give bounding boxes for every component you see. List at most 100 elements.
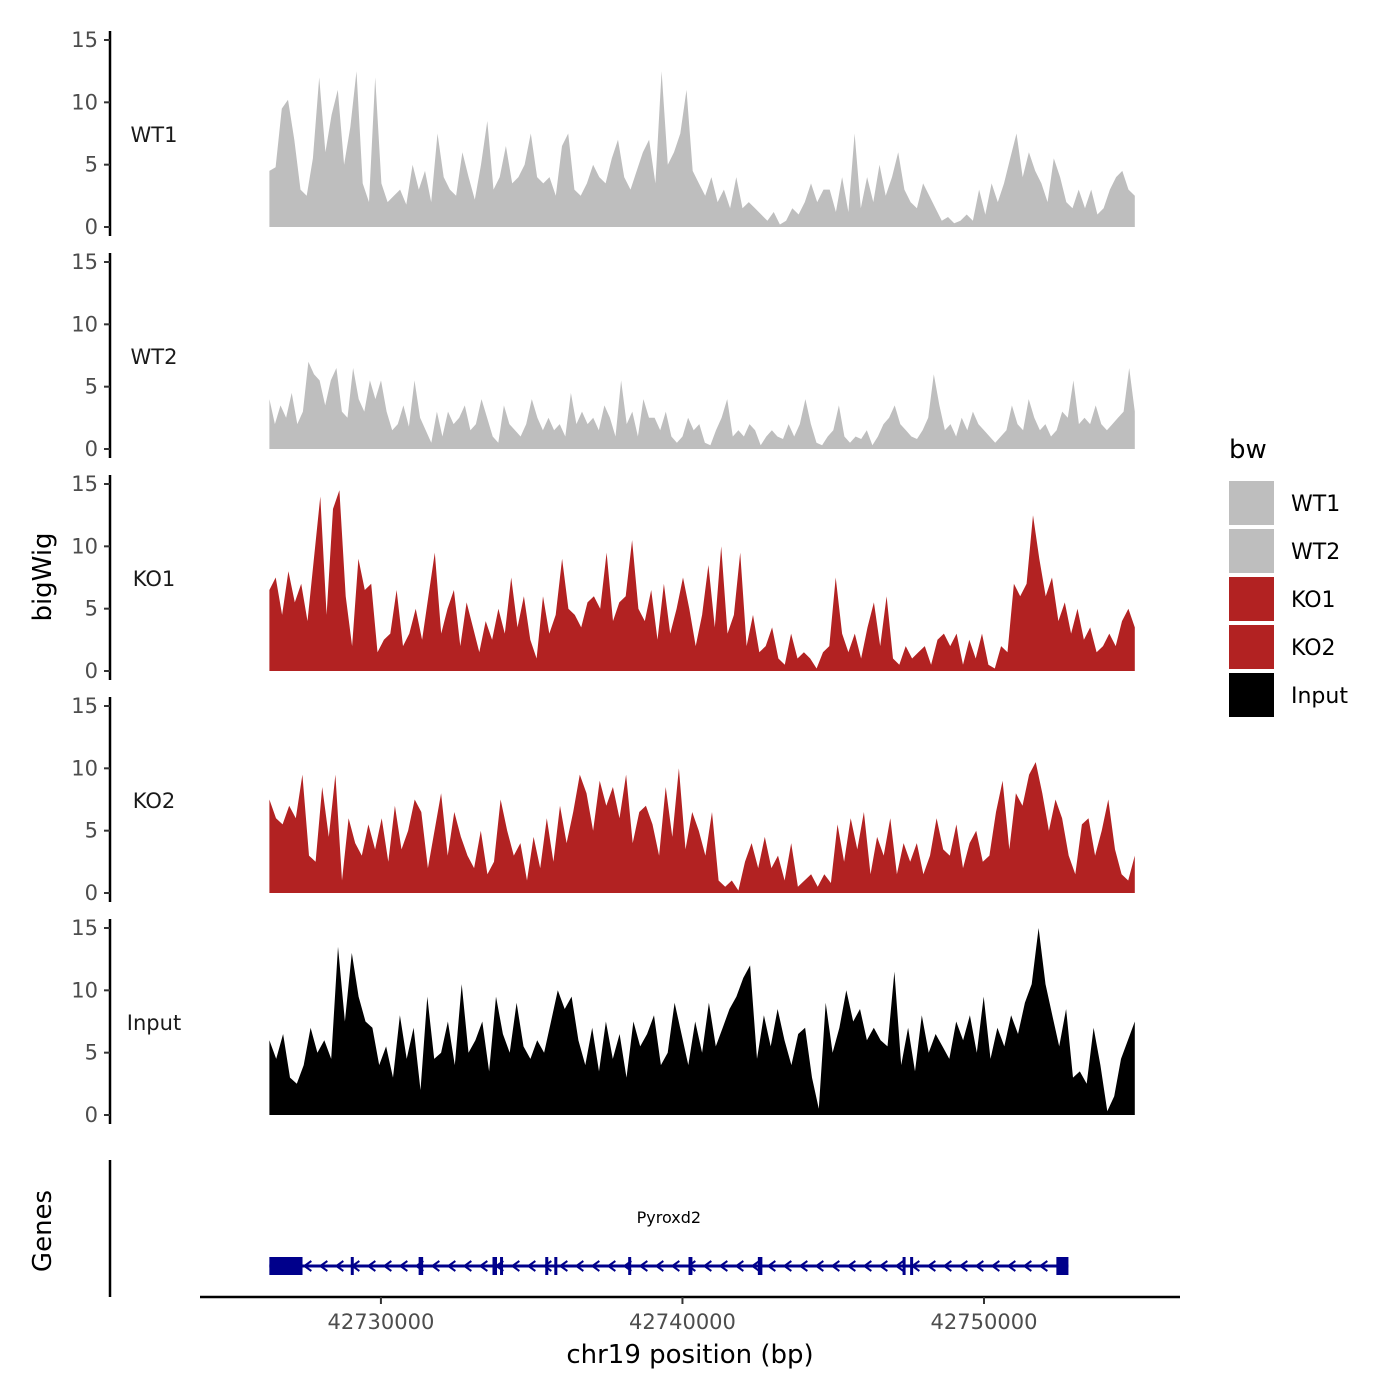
strand-arrow [862, 1260, 872, 1272]
y-tick-label: 0 [85, 881, 98, 905]
track-panels: 0 5 10 15 WT1 0 5 10 15 WT2 0 5 10 15 KO1 0 5 10 15 KO2 0 5 10… [71, 28, 1135, 1127]
track-label-ko2: KO2 [133, 789, 176, 813]
x-tick-label: 42750000 [931, 1310, 1038, 1334]
y-tick-label: 15 [71, 472, 98, 496]
y-tick-label: 10 [71, 90, 98, 114]
track-label-wt2: WT2 [131, 345, 178, 369]
genes-track: Genes Pyroxd2 [28, 1160, 1069, 1297]
y-tick-label: 15 [71, 28, 98, 52]
legend-label: KO1 [1291, 588, 1336, 613]
strand-arrow [510, 1260, 520, 1272]
strand-arrow [942, 1260, 952, 1272]
strand-arrow [958, 1260, 968, 1272]
legend-label: WT2 [1291, 540, 1340, 565]
x-tick-label: 42730000 [327, 1310, 434, 1334]
legend-entry-wt1: WT1 [1229, 481, 1340, 525]
gene-exon [554, 1257, 558, 1275]
legend-entry-ko2: KO2 [1229, 625, 1336, 669]
strand-arrow [366, 1260, 376, 1272]
strand-arrow [542, 1260, 552, 1272]
strand-arrow [974, 1260, 984, 1272]
strand-arrow [654, 1260, 664, 1272]
strand-arrow [318, 1260, 328, 1272]
legend-label: Input [1291, 684, 1348, 709]
legend-title: bw [1229, 435, 1267, 465]
y-tick-label: 15 [71, 694, 98, 718]
coverage-area-ko1 [269, 490, 1135, 671]
track-input: 0 5 10 15 Input [71, 916, 1135, 1127]
legend: bw WT1 WT2 KO1 KO2 Input [1229, 435, 1348, 717]
x-tick-label: 42740000 [629, 1310, 736, 1334]
gene-exon [492, 1257, 498, 1275]
coverage-area-wt2 [269, 361, 1135, 449]
strand-arrow [734, 1260, 744, 1272]
track-label-input: Input [127, 1011, 181, 1035]
y-tick-label: 5 [85, 153, 98, 177]
strand-arrow [1022, 1260, 1032, 1272]
strand-arrow [798, 1260, 808, 1272]
strand-arrow [814, 1260, 824, 1272]
strand-arrow [382, 1260, 392, 1272]
legend-entry-ko1: KO1 [1229, 577, 1336, 621]
legend-swatch [1229, 625, 1274, 669]
coverage-area-ko2 [269, 762, 1135, 893]
strand-arrow [878, 1260, 888, 1272]
gene-exon [757, 1257, 763, 1275]
legend-entry-wt2: WT2 [1229, 529, 1340, 573]
gene-exon [910, 1257, 914, 1275]
y-tick-label: 5 [85, 819, 98, 843]
gene-exon [902, 1257, 906, 1275]
strand-arrow [702, 1260, 712, 1272]
x-axis: chr19 position (bp) 42730000 42740000 4275… [200, 1295, 1180, 1370]
strand-arrow [638, 1260, 648, 1272]
y-tick-label: 15 [71, 916, 98, 940]
strand-arrow [670, 1260, 680, 1272]
gene-exon [628, 1257, 632, 1275]
gene-exon [688, 1257, 693, 1275]
strand-arrow [782, 1260, 792, 1272]
strand-arrow [830, 1260, 840, 1272]
strand-arrow [590, 1260, 600, 1272]
track-wt2: 0 5 10 15 WT2 [71, 250, 1135, 461]
gene-exon [269, 1257, 303, 1275]
coverage-area-wt1 [269, 71, 1135, 227]
strand-arrow [334, 1260, 344, 1272]
track-ko2: 0 5 10 15 KO2 [71, 694, 1135, 905]
strand-arrow [430, 1260, 440, 1272]
track-label-ko1: KO1 [133, 567, 176, 591]
strand-arrow [846, 1260, 856, 1272]
strand-arrow [990, 1260, 1000, 1272]
y-axis-title: bigWig [28, 532, 58, 621]
legend-label: WT1 [1291, 492, 1340, 517]
genes-track-title: Genes [28, 1190, 58, 1272]
strand-arrow [606, 1260, 616, 1272]
y-tick-label: 0 [85, 215, 98, 239]
strand-arrow [302, 1260, 312, 1272]
coverage-area-input [269, 928, 1135, 1115]
gene-exon [350, 1257, 354, 1275]
gene-pyroxd2: Pyroxd2 [269, 1208, 1069, 1275]
strand-arrow [462, 1260, 472, 1272]
strand-arrow [398, 1260, 408, 1272]
y-tick-label: 5 [85, 375, 98, 399]
strand-arrow [926, 1260, 936, 1272]
strand-arrow [766, 1260, 776, 1272]
gene-exon [500, 1257, 504, 1275]
y-tick-label: 0 [85, 437, 98, 461]
y-tick-label: 15 [71, 250, 98, 274]
strand-arrow [894, 1260, 904, 1272]
strand-arrow [446, 1260, 456, 1272]
gene-exon [545, 1257, 549, 1275]
y-tick-label: 5 [85, 597, 98, 621]
strand-arrow [478, 1260, 488, 1272]
y-axis-title-group: bigWig [28, 532, 58, 621]
y-tick-label: 10 [71, 978, 98, 1002]
legend-swatch [1229, 577, 1274, 621]
strand-arrow [558, 1260, 568, 1272]
legend-swatch [1229, 529, 1274, 573]
x-axis-title: chr19 position (bp) [566, 1340, 813, 1370]
strand-arrow [526, 1260, 536, 1272]
gene-exon [418, 1257, 424, 1275]
y-tick-label: 5 [85, 1041, 98, 1065]
